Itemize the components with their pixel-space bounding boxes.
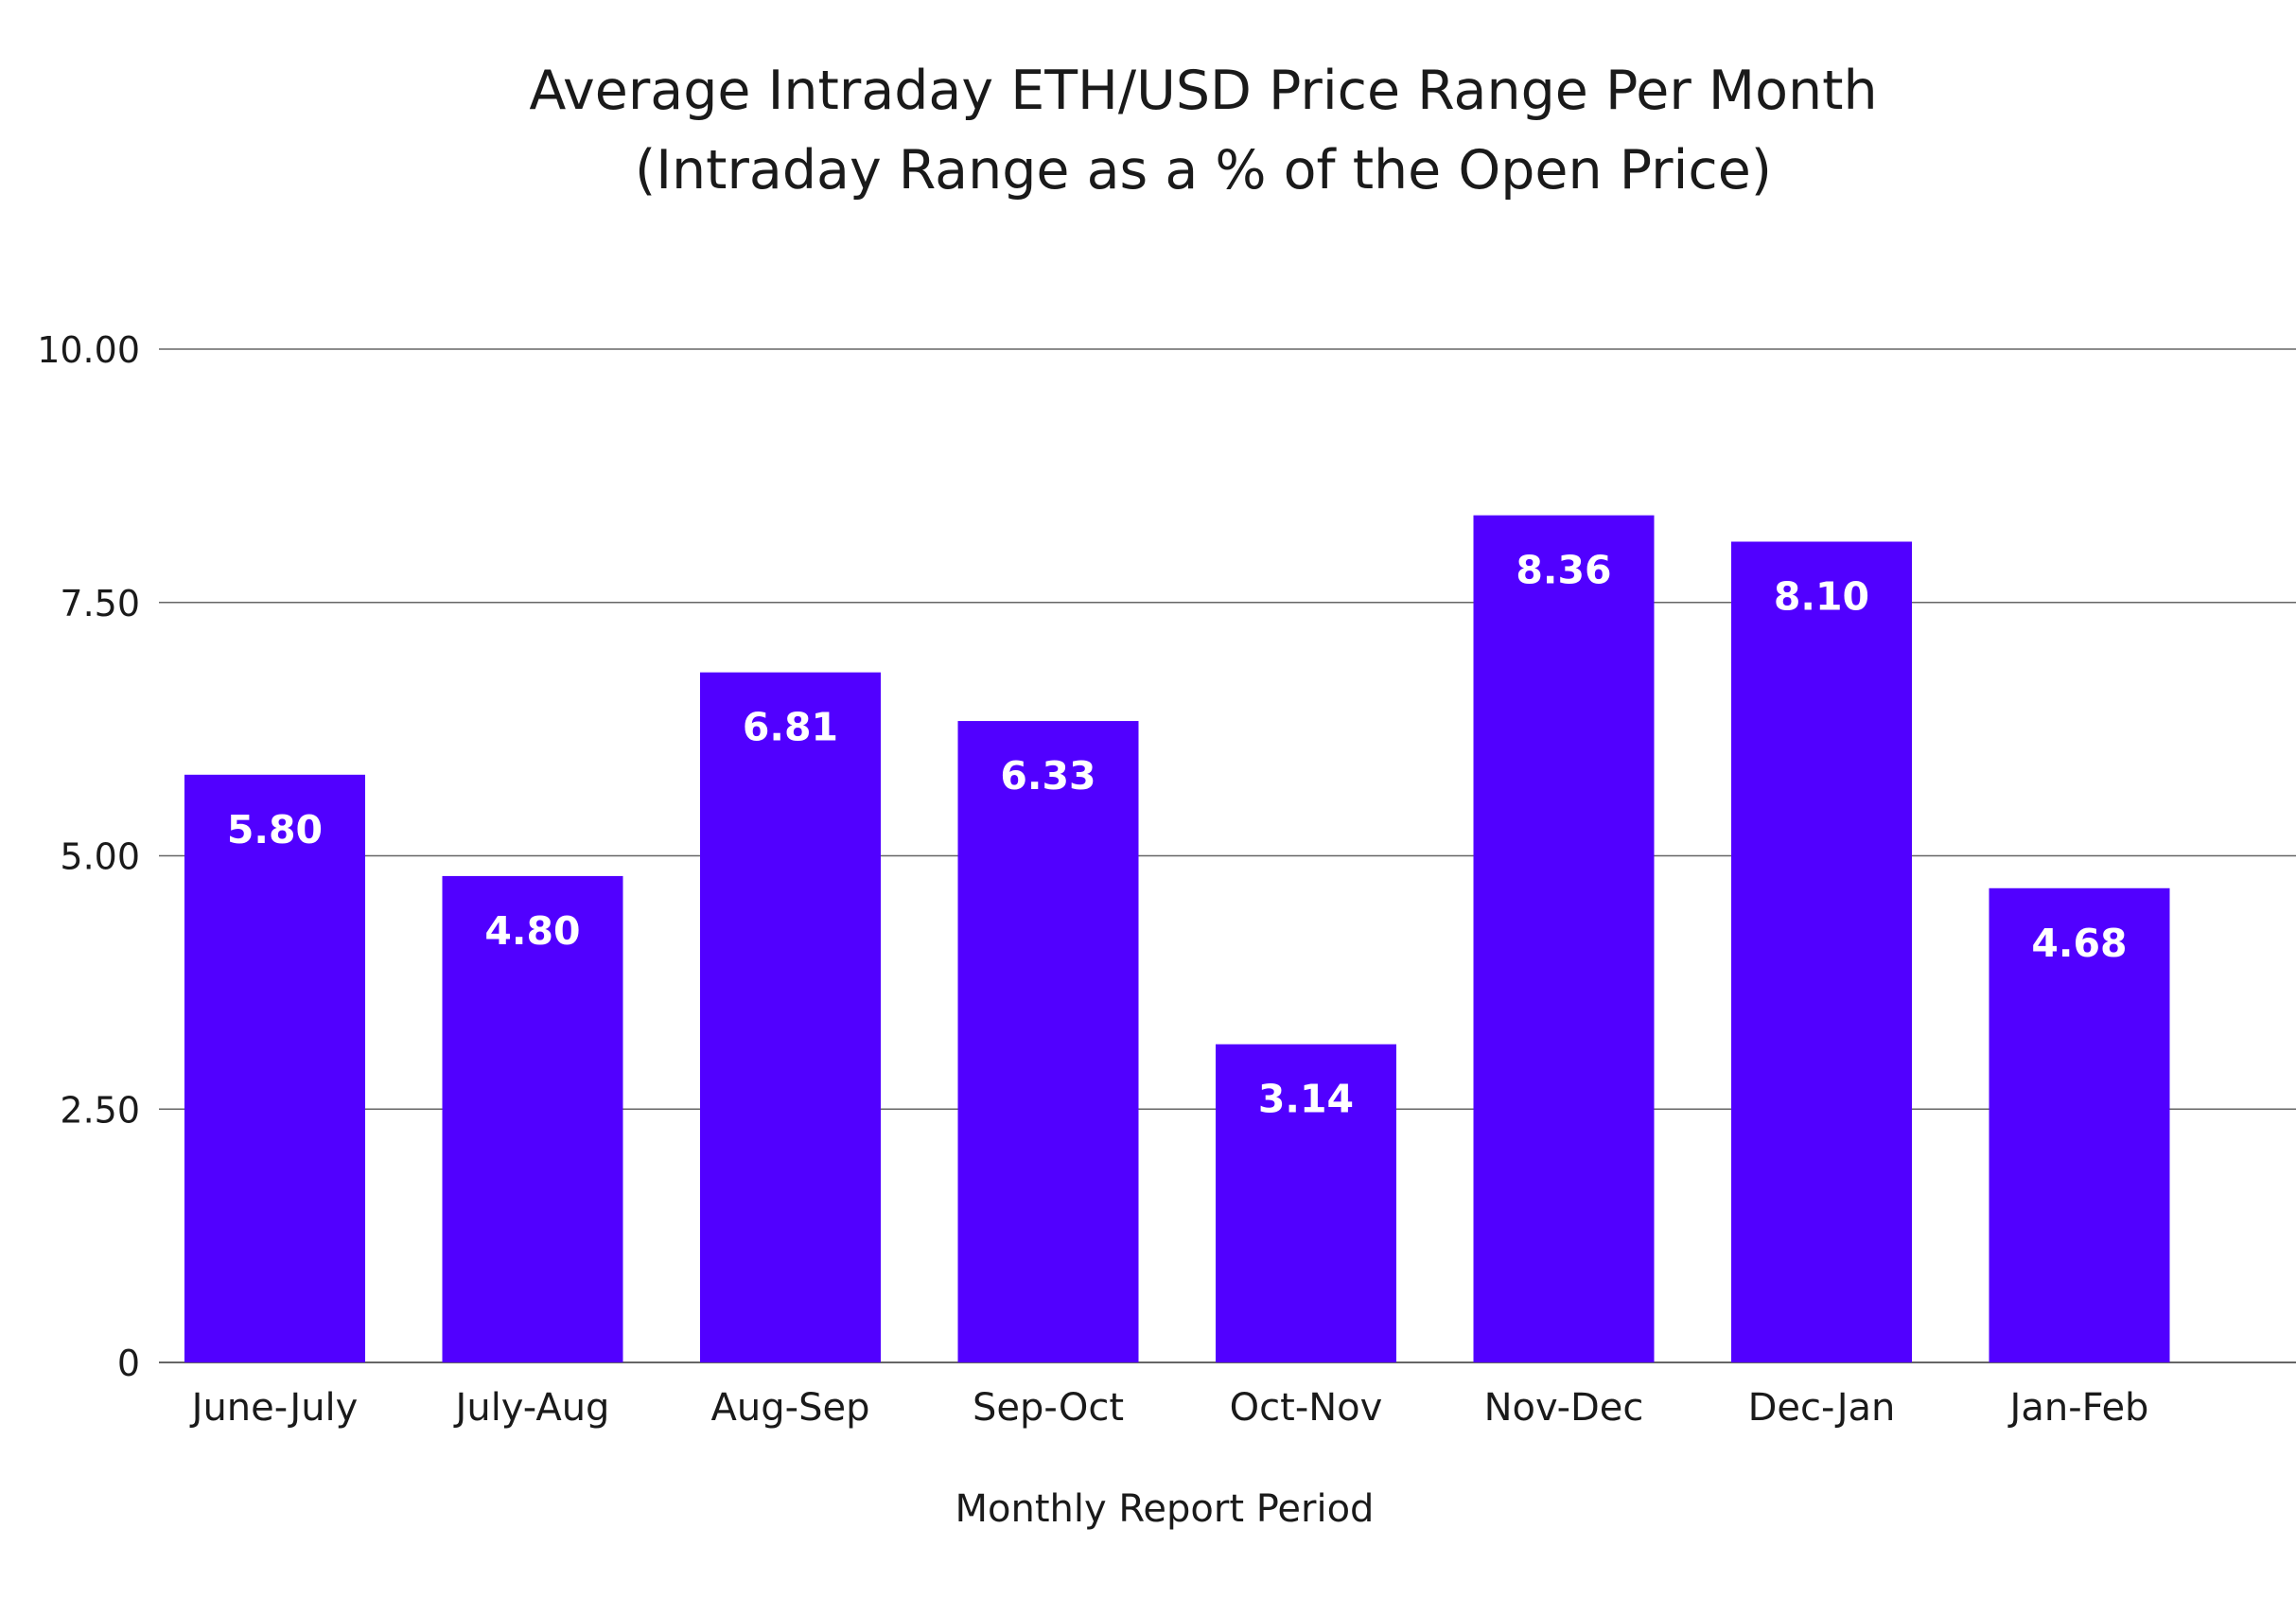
y-tick-label: 5.00 (60, 836, 140, 878)
x-tick-label: June-July (189, 1386, 359, 1430)
y-tick-label: 10.00 (37, 329, 140, 371)
bar (1731, 541, 1912, 1362)
y-axis-ticks: 0 2.50 5.00 7.50 10.00 (37, 329, 140, 1384)
bar (442, 875, 623, 1362)
y-tick-label: 7.50 (60, 583, 140, 624)
bar (184, 774, 365, 1362)
data-labels: 5.80 4.80 6.81 6.33 3.14 8.36 8.10 4.68 (227, 548, 2128, 1122)
bar-value-label: 3.14 (1258, 1077, 1354, 1122)
bar (1216, 1044, 1396, 1362)
bar-value-label: 6.33 (1000, 753, 1095, 799)
bar (700, 672, 881, 1362)
bar-value-label: 6.81 (743, 705, 838, 750)
y-tick-label: 0 (117, 1343, 140, 1384)
bar-value-label: 4.68 (2031, 921, 2127, 966)
x-tick-label: Sep-Oct (973, 1386, 1124, 1430)
bar (1473, 515, 1655, 1362)
bar-value-label: 8.36 (1516, 548, 1611, 593)
x-tick-label: Nov-Dec (1484, 1386, 1644, 1430)
bar-value-label: 8.10 (1774, 573, 1869, 619)
x-axis-title: Monthly Report Period (955, 1487, 1375, 1531)
y-tick-label: 2.50 (60, 1089, 140, 1131)
x-tick-label: Aug-Sep (711, 1386, 870, 1430)
chart-subtitle: (Intraday Range as a % of the Open Price… (635, 139, 1772, 202)
chart-title: Average Intraday ETH/USD Price Range Per… (529, 60, 1877, 122)
x-tick-label: Jan-Feb (2007, 1386, 2149, 1430)
bar-value-label: 5.80 (227, 807, 323, 852)
bars (184, 515, 2170, 1362)
x-tick-label: July-Aug (453, 1386, 610, 1430)
x-tick-label: Dec-Jan (1748, 1386, 1896, 1430)
bar (957, 721, 1139, 1362)
x-axis-ticks: June-July July-Aug Aug-Sep Sep-Oct Oct-Nov No… (189, 1386, 2149, 1430)
bar-value-label: 4.80 (484, 908, 580, 954)
x-tick-label: Oct-Nov (1230, 1386, 1383, 1430)
bar (1989, 887, 2170, 1362)
